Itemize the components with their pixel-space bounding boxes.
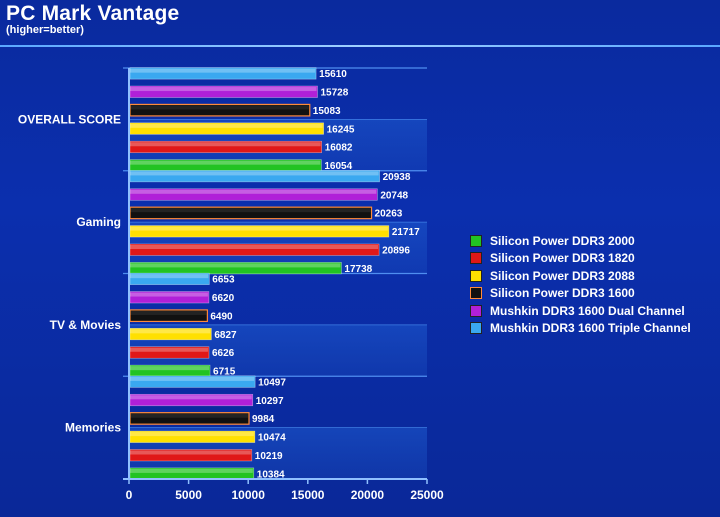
bar-highlight xyxy=(130,450,251,455)
legend-label: Silicon Power DDR3 2000 xyxy=(490,233,635,248)
bar-highlight xyxy=(130,274,209,279)
bar-value-label: 20748 xyxy=(380,190,408,201)
bar-highlight xyxy=(130,263,341,268)
chart-title: PC Mark Vantage xyxy=(6,2,180,25)
title-block: PC Mark Vantage (higher=better) xyxy=(6,2,179,36)
legend-label: Mushkin DDR3 1600 Triple Channel xyxy=(490,321,691,336)
bar-highlight xyxy=(130,347,208,352)
bar-highlight xyxy=(130,123,323,128)
bar-highlight xyxy=(130,171,379,176)
bar-highlight xyxy=(130,142,321,147)
bar-highlight xyxy=(130,432,254,437)
bar-highlight xyxy=(130,189,377,194)
legend-label: Silicon Power DDR3 1600 xyxy=(490,286,635,301)
bar-highlight xyxy=(130,226,388,231)
bar-highlight xyxy=(130,310,207,315)
bar-highlight xyxy=(130,68,316,73)
bar-highlight xyxy=(130,160,321,165)
legend-label: Silicon Power DDR3 2088 xyxy=(490,268,635,283)
bar-value-label: 9984 xyxy=(252,414,275,425)
bar-value-label: 10384 xyxy=(257,469,285,480)
legend-swatch xyxy=(470,322,482,335)
bar-value-label: 20938 xyxy=(383,172,411,183)
bar-value-label: 10474 xyxy=(258,433,286,444)
bar-highlight xyxy=(130,376,255,381)
bar-value-label: 10497 xyxy=(258,377,286,388)
legend-item: Silicon Power DDR3 2088 xyxy=(470,267,691,285)
bar-value-label: 15083 xyxy=(313,106,341,117)
x-tick-label: 5000 xyxy=(175,488,202,502)
bar-value-label: 17738 xyxy=(344,264,372,275)
category-label: Memories xyxy=(65,421,121,435)
bar-value-label: 6715 xyxy=(213,367,236,378)
bar-value-label: 20896 xyxy=(382,245,410,256)
legend: Silicon Power DDR3 2000 Silicon Power DDR… xyxy=(470,232,691,337)
category-label: OVERALL SCORE xyxy=(18,112,121,126)
bar-highlight xyxy=(130,87,317,92)
bar-value-label: 16082 xyxy=(325,143,353,154)
bar-value-label: 6490 xyxy=(210,311,233,322)
bar-value-label: 6626 xyxy=(212,348,235,359)
bar-highlight xyxy=(130,292,208,297)
category-label: Gaming xyxy=(76,215,121,229)
bar-highlight xyxy=(130,208,371,213)
x-tick-label: 15000 xyxy=(291,488,325,502)
bar-value-label: 21717 xyxy=(392,227,420,238)
x-tick-label: 20000 xyxy=(351,488,385,502)
bar-value-label: 6620 xyxy=(212,293,235,304)
chart-subtitle: (higher=better) xyxy=(6,24,84,36)
legend-swatch xyxy=(470,252,482,265)
bar-value-label: 10219 xyxy=(255,451,283,462)
x-tick-label: 0 xyxy=(126,488,133,502)
bar-highlight xyxy=(130,413,249,418)
x-tick-label: 10000 xyxy=(232,488,266,502)
bar-highlight xyxy=(130,105,309,110)
bar-highlight xyxy=(130,366,210,371)
legend-swatch xyxy=(470,234,482,247)
legend-label: Mushkin DDR3 1600 Dual Channel xyxy=(490,303,685,318)
bar-value-label: 16054 xyxy=(324,161,352,172)
bar-highlight xyxy=(130,244,379,249)
legend-item: Silicon Power DDR3 1600 xyxy=(470,285,691,303)
x-tick-label: 25000 xyxy=(410,488,444,502)
bar-value-label: 15610 xyxy=(319,69,347,80)
bar-value-label: 6653 xyxy=(212,275,235,286)
category-label: TV & Movies xyxy=(50,318,122,332)
legend-item: Mushkin DDR3 1600 Dual Channel xyxy=(470,302,691,320)
legend-swatch xyxy=(470,304,482,317)
legend-item: Mushkin DDR3 1600 Triple Channel xyxy=(470,320,691,338)
legend-item: Silicon Power DDR3 2000 xyxy=(470,232,691,250)
bar-value-label: 20263 xyxy=(375,209,403,220)
legend-item: Silicon Power DDR3 1820 xyxy=(470,250,691,268)
bar-value-label: 6827 xyxy=(214,330,237,341)
bar-value-label: 10297 xyxy=(256,396,284,407)
legend-label: Silicon Power DDR3 1820 xyxy=(490,251,635,266)
title-divider xyxy=(0,45,720,47)
bar-highlight xyxy=(130,468,253,473)
bar-highlight xyxy=(130,329,211,334)
legend-swatch xyxy=(470,287,482,300)
bar-highlight xyxy=(130,395,252,400)
legend-swatch xyxy=(470,269,482,282)
bar-value-label: 16245 xyxy=(327,124,355,135)
bar-value-label: 15728 xyxy=(320,88,348,99)
